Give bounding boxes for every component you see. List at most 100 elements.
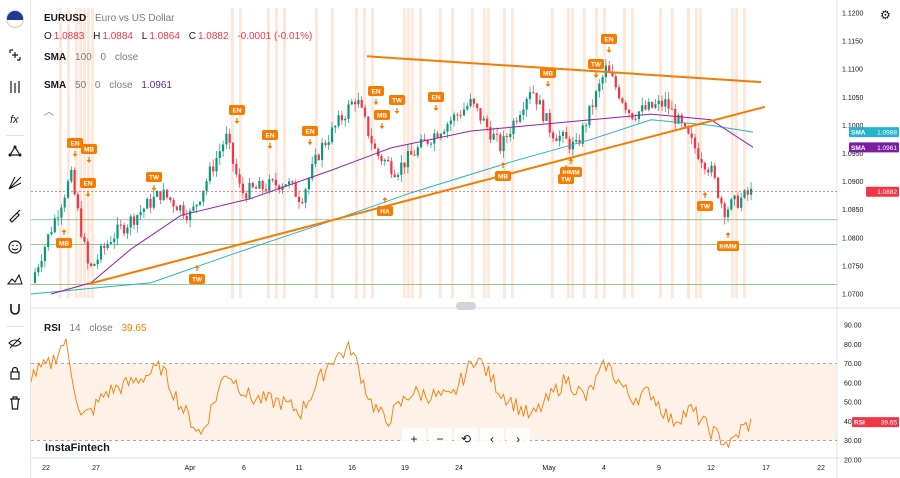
pane-resize-handle[interactable] [456, 302, 476, 310]
highlight-band [483, 8, 486, 298]
reset-view-button[interactable]: ⟲ [454, 428, 478, 450]
candle-down [690, 133, 693, 138]
pattern-label-box[interactable] [56, 238, 72, 248]
pattern-label[interactable]: TW [700, 204, 711, 211]
shapes-icon[interactable] [4, 140, 26, 162]
pattern-label-box[interactable] [540, 68, 556, 78]
fib-icon[interactable]: fx [4, 108, 26, 130]
measure-icon[interactable] [4, 268, 26, 290]
candle-down [403, 162, 406, 168]
pattern-label[interactable]: TW [591, 62, 602, 69]
pattern-label-box[interactable] [697, 201, 713, 211]
candle-up [449, 120, 452, 125]
pattern-label[interactable]: MB [84, 147, 94, 154]
pattern-label[interactable]: TW [561, 177, 572, 184]
price-chart[interactable]: EN MB EN MB TW TW EN EN EN EN MB TW HA EN MB MB TW EN IHMM… [31, 0, 900, 478]
trash-icon[interactable] [4, 392, 26, 414]
pattern-label-box[interactable] [717, 241, 739, 251]
sma50-tag-box[interactable] [849, 142, 899, 153]
last-price-tag-box[interactable] [866, 186, 899, 197]
pattern-label[interactable]: IHMM [719, 244, 736, 251]
brand-watermark: InstaFintech [45, 442, 110, 454]
highlight-band [283, 8, 286, 298]
candle-down [459, 114, 462, 116]
eye-hide-icon[interactable] [4, 332, 26, 354]
candle-up [657, 100, 660, 105]
candle-up [525, 98, 528, 110]
candle-up [205, 181, 208, 191]
pattern-label-box[interactable] [80, 178, 96, 188]
collapse-legend-icon[interactable]: ︿ [44, 107, 54, 118]
pattern-arrowhead [194, 265, 200, 268]
pattern-label-box[interactable] [374, 110, 390, 120]
candle-up [109, 242, 112, 244]
pattern-label-box[interactable] [146, 172, 162, 182]
crosshair-icon[interactable] [4, 44, 26, 66]
candle-down [608, 65, 611, 73]
gann-icon[interactable] [4, 172, 26, 194]
candle-up [152, 196, 155, 208]
pattern-label-box[interactable] [302, 126, 318, 136]
candle-up [561, 132, 565, 136]
candle-up [469, 98, 472, 107]
candle-down [591, 105, 594, 107]
pattern-label-box[interactable] [229, 105, 245, 115]
pattern-label-box[interactable] [262, 130, 278, 140]
brush-icon[interactable] [4, 204, 26, 226]
pattern-label-box[interactable] [588, 59, 604, 69]
scroll-left-button[interactable]: ‹ [480, 428, 504, 450]
sma100-tag-box[interactable] [849, 127, 899, 138]
pattern-label[interactable]: MB [498, 174, 508, 181]
rsi-tag-box[interactable] [852, 417, 899, 428]
sma100-legend[interactable]: SMA 100 0 close [44, 52, 144, 63]
pattern-label[interactable]: EN [70, 141, 79, 148]
pattern-label-box[interactable] [368, 86, 384, 96]
zoom-in-button[interactable]: + [402, 428, 426, 450]
pattern-label-box[interactable] [428, 92, 444, 102]
pattern-arrowhead [568, 158, 574, 161]
pattern-label-box[interactable] [189, 274, 205, 284]
gear-icon[interactable]: ⚙ [880, 8, 891, 22]
time-axis-label: 11 [295, 465, 302, 472]
symbol-ticker[interactable]: EURUSD [44, 13, 87, 24]
pattern-label[interactable]: EN [431, 95, 440, 102]
pattern-label[interactable]: MB [543, 71, 553, 78]
candle-down [393, 174, 396, 178]
emoji-icon[interactable] [4, 236, 26, 258]
lock-icon[interactable] [4, 362, 26, 384]
trendline-icon[interactable] [4, 76, 26, 98]
candle-down [228, 133, 231, 143]
rsi-legend[interactable]: RSI 14 close 39.65 [44, 323, 147, 334]
pattern-label[interactable]: TW [149, 175, 160, 182]
pattern-label[interactable]: HA [380, 209, 390, 216]
scroll-right-button[interactable]: › [506, 428, 530, 450]
pattern-label[interactable]: IHMM [562, 170, 579, 177]
resistance-trendline[interactable] [366, 55, 762, 84]
magnet-icon[interactable] [4, 298, 26, 320]
pattern-label[interactable]: MB [59, 241, 69, 248]
pattern-label-box[interactable] [495, 171, 511, 181]
pattern-label-box[interactable] [67, 138, 83, 148]
support-trendline[interactable] [88, 105, 766, 285]
pattern-label[interactable]: EN [305, 129, 314, 136]
pattern-label-box[interactable] [558, 174, 574, 184]
zoom-out-button[interactable]: − [428, 428, 452, 450]
candle-down [614, 76, 617, 88]
pattern-label-box[interactable] [601, 34, 617, 44]
pattern-label[interactable]: EN [232, 108, 241, 115]
symbol-flag-icon[interactable] [6, 10, 24, 28]
pattern-label[interactable]: EN [371, 89, 380, 96]
sma50-legend[interactable]: SMA 50 0 close 1.0961 [44, 80, 172, 91]
pattern-label[interactable]: EN [265, 133, 274, 140]
pattern-label[interactable]: EN [83, 181, 92, 188]
pattern-label-box[interactable] [377, 206, 393, 216]
pattern-label-box[interactable] [81, 144, 97, 154]
pattern-arrowhead [379, 126, 385, 129]
pattern-label[interactable]: TW [192, 277, 203, 284]
pattern-label[interactable]: EN [604, 37, 613, 44]
pattern-label-box[interactable] [389, 95, 405, 105]
pattern-label[interactable]: MB [377, 113, 387, 120]
pattern-label[interactable]: TW [392, 98, 403, 105]
time-axis-label: 16 [348, 465, 356, 472]
